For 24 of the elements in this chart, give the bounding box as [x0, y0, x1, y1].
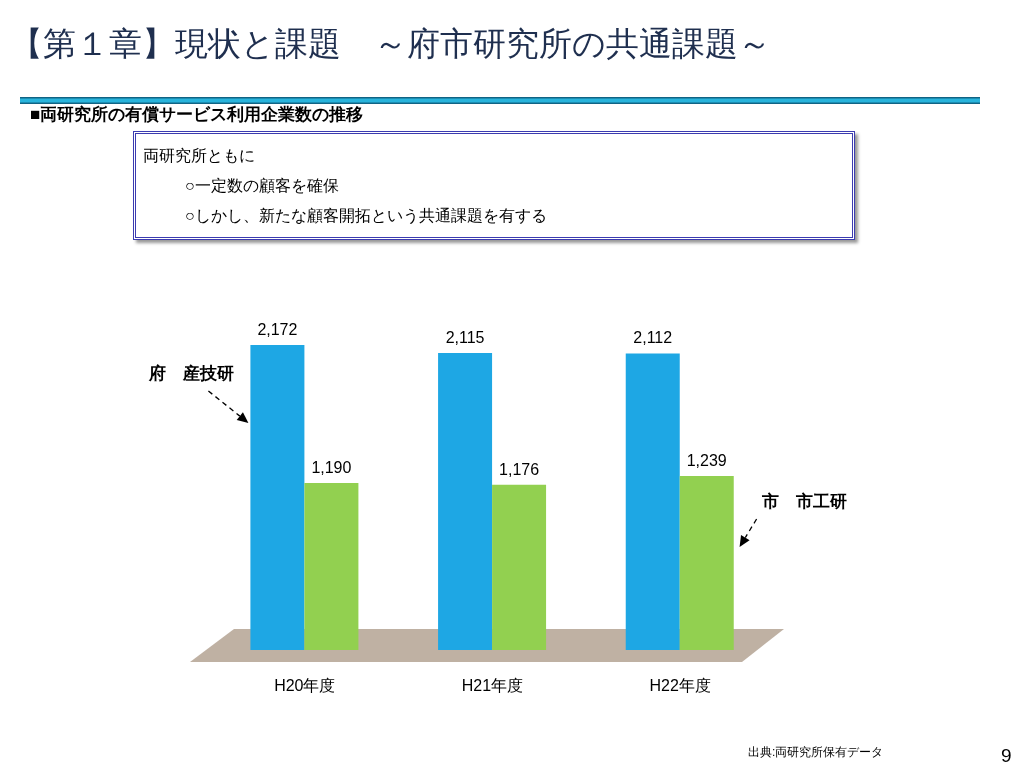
series-label: 市 市工研 — [760, 492, 847, 512]
data-label: 1,176 — [499, 460, 540, 478]
bar — [679, 476, 734, 650]
text: ○一定数の顧客を確保 — [185, 176, 339, 196]
bar — [625, 353, 680, 650]
source-note: 出典:両研究所保有データ — [748, 744, 884, 760]
text: ○しかし、新たな顧客開拓という共通課題を有する — [185, 206, 547, 226]
chart-subtitle: ■両研究所の有償サービス利用企業数の推移 — [30, 105, 364, 124]
chart-title: 【第１章】現状と課題 ～府市研究所の共通課題～ — [10, 24, 771, 64]
text: 両研究所ともに — [143, 146, 255, 166]
x-tick-label: H21年度 — [461, 677, 524, 695]
data-label: 1,190 — [311, 458, 352, 476]
data-label: 2,172 — [257, 321, 298, 338]
text: 9 — [1001, 745, 1012, 767]
data-label: 2,112 — [633, 329, 673, 347]
series-label: 府 産技研 — [148, 364, 235, 383]
data-label: 1,239 — [686, 452, 727, 470]
bar — [438, 353, 493, 650]
data-label: 2,115 — [445, 329, 485, 346]
bar — [304, 482, 359, 650]
x-tick-label: H20年度 — [274, 677, 336, 695]
bar — [250, 345, 305, 650]
bar — [492, 484, 547, 650]
x-tick-label: H22年度 — [649, 677, 711, 695]
